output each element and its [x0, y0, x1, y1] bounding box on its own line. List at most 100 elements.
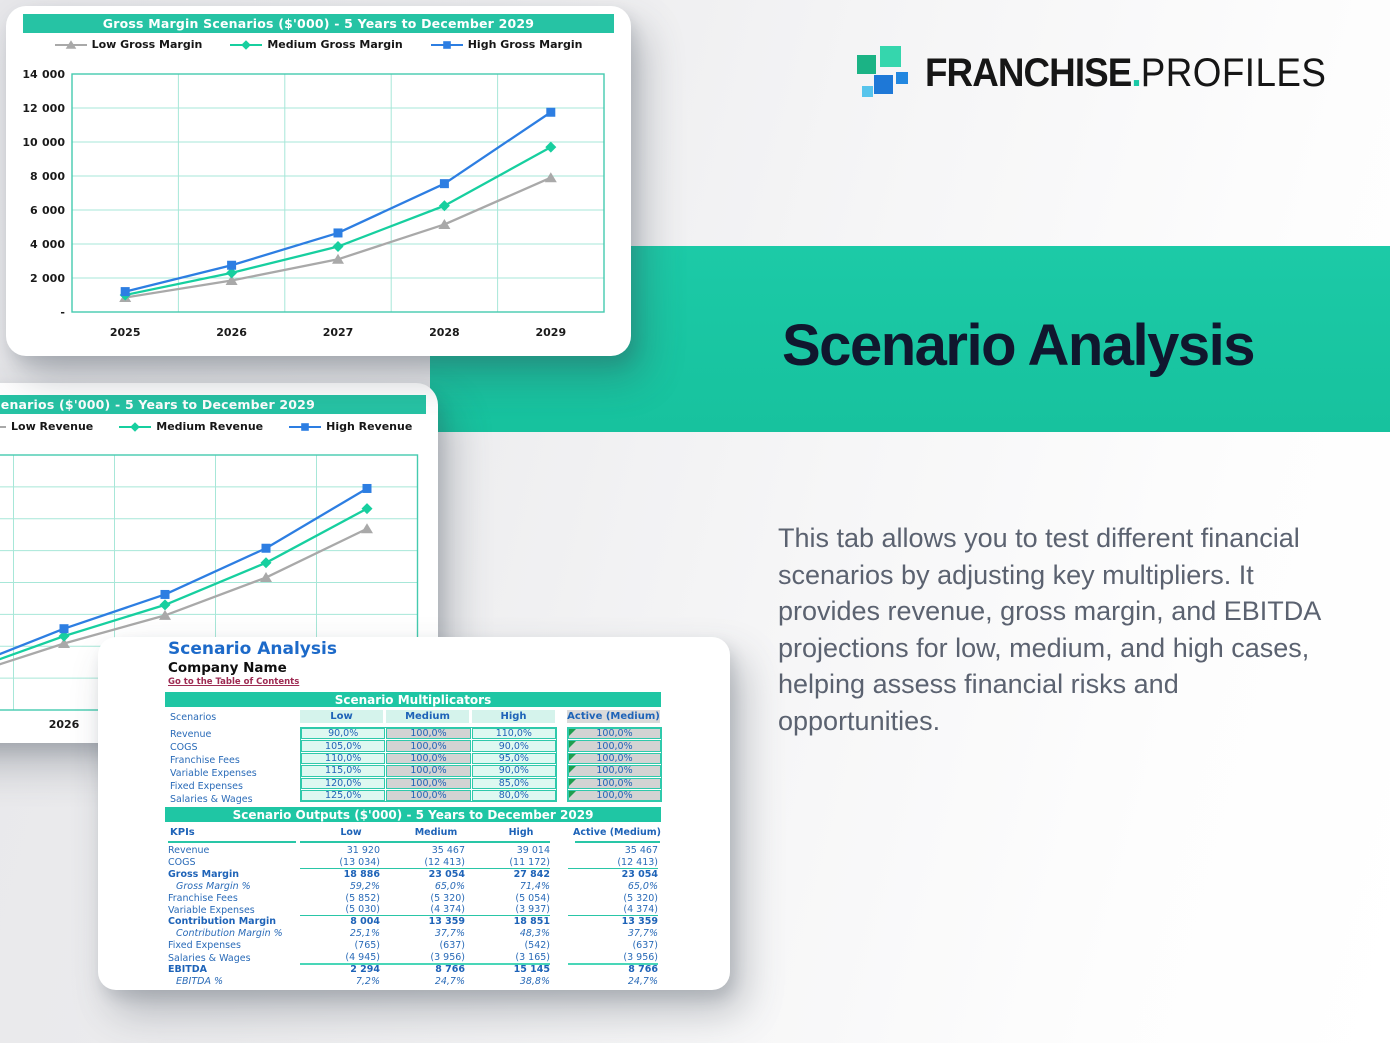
outputs-col-header: Low	[340, 827, 362, 838]
outputs-row: Revenue 31 920 35 467 39 014 35 467	[168, 845, 660, 857]
outputs-row: Gross Margin 18 886 23 054 27 842 23 054	[168, 869, 660, 881]
green-corner-icon	[569, 753, 576, 761]
toc-link[interactable]: Go to the Table of Contents	[168, 677, 300, 687]
active-cell[interactable]: 100,0%	[568, 740, 661, 752]
mult-cell-high[interactable]: 90,0%	[471, 740, 556, 752]
kpi-label: Contribution Margin	[168, 916, 277, 928]
multiplicators-table: Scenarios Low Medium High Active (Medium) Rev…	[98, 637, 730, 990]
mult-cell-medium[interactable]: 100,0%	[386, 740, 471, 752]
kpi-medium: 8 766	[435, 963, 465, 975]
column-gap	[550, 963, 568, 975]
mult-cell-medium[interactable]: 100,0%	[386, 728, 471, 740]
kpi-low: 18 886	[343, 869, 380, 881]
svg-text:2025: 2025	[110, 326, 141, 339]
outputs-col-header: High	[508, 827, 534, 838]
legend-triangle-marker-icon	[54, 39, 87, 49]
mult-row-label: Revenue	[170, 729, 212, 740]
outputs-row-header: KPIs	[170, 827, 195, 838]
legend-item: Low Revenue	[0, 420, 93, 433]
kpi-label: Revenue	[168, 845, 210, 857]
active-cell[interactable]: 100,0%	[568, 752, 661, 765]
kpi-label: EBITDA %	[176, 975, 223, 987]
outputs-col-header: Medium	[414, 827, 458, 838]
kpi-active: 23 054	[621, 869, 658, 881]
gross-margin-chart: - 2 000 4 000 6 000 8 000 10 000 12 000 14 000 2…	[22, 68, 605, 339]
gross-margin-chart-legend: Low Gross Margin Medium Gross Margin High …	[6, 38, 631, 51]
logo-square	[896, 72, 908, 84]
column-gap	[550, 904, 568, 916]
kpi-low: (13 034)	[300, 857, 380, 869]
mult-cell-low[interactable]: 120,0%	[301, 777, 386, 789]
kpi-medium: (5 320)	[430, 892, 465, 904]
kpi-active: 37,7%	[627, 928, 658, 940]
outputs-active-header: Active (Medium)	[572, 827, 662, 838]
mult-cell-low[interactable]: 105,0%	[301, 740, 386, 752]
kpi-label: Gross Margin	[168, 869, 239, 881]
kpi-low: 2 294	[350, 963, 380, 975]
mult-cell-medium[interactable]: 100,0%	[386, 789, 471, 802]
legend-label: Low Revenue	[11, 420, 94, 433]
mult-cell-low[interactable]: 90,0%	[301, 728, 386, 740]
mult-cell-high[interactable]: 85,0%	[471, 777, 556, 789]
kpi-active: 35 467	[624, 845, 658, 857]
legend-diamond-marker-icon	[230, 39, 263, 50]
kpi-active: (637)	[632, 940, 658, 952]
mult-cell-high[interactable]: 90,0%	[471, 765, 556, 777]
kpi-high: 38,8%	[519, 975, 550, 987]
kpi-label: EBITDA	[168, 963, 207, 975]
mult-col-header: Medium	[386, 710, 469, 723]
green-corner-icon	[569, 729, 576, 736]
svg-text:-: -	[60, 306, 65, 319]
legend-item: Medium Revenue	[119, 420, 263, 433]
header-rule	[168, 841, 296, 843]
kpi-high: (3 165)	[465, 952, 550, 965]
active-cell[interactable]: 100,0%	[568, 789, 661, 802]
outputs-row: COGS (13 034) (12 413) (11 172) (12 413)	[168, 857, 660, 869]
mult-cell-medium[interactable]: 100,0%	[386, 765, 471, 777]
outputs-row: Fixed Expenses (765) (637) (542) (637)	[168, 940, 660, 952]
kpi-medium: 23 054	[428, 869, 465, 881]
mult-cell-low[interactable]: 110,0%	[301, 752, 386, 765]
mult-col-header: Low	[300, 710, 383, 723]
spreadsheet-card: Scenario Analysis Company Name Go to the…	[98, 637, 730, 990]
kpi-high: 15 145	[513, 963, 550, 975]
mult-cell-high[interactable]: 110,0%	[471, 728, 556, 740]
green-corner-icon	[569, 766, 576, 774]
mult-row-label: Franchise Fees	[170, 754, 240, 766]
active-cell[interactable]: 100,0%	[568, 777, 661, 789]
mult-cell-high[interactable]: 80,0%	[471, 789, 556, 802]
brand-logo: FRANCHISE.PROFILES	[855, 44, 1361, 102]
kpi-active: (5 320)	[623, 892, 658, 904]
outputs-row: Gross Margin % 59,2% 65,0% 71,4% 65,0%	[168, 881, 660, 893]
mult-cell-medium[interactable]: 100,0%	[386, 752, 471, 765]
svg-text:2027: 2027	[323, 326, 354, 339]
outputs-row: Contribution Margin 8 004 13 359 18 851 13 3…	[168, 916, 660, 928]
mult-row-label: Salaries & Wages	[170, 793, 253, 805]
logo-dot: .	[1131, 50, 1141, 95]
outputs-row: Franchise Fees (5 852) (5 320) (5 054) (5 32…	[168, 892, 660, 904]
outputs-row: Salaries & Wages (4 945) (3 956) (3 165) (3 …	[168, 952, 660, 965]
kpi-active: 65,0%	[627, 880, 658, 892]
kpi-medium: 24,7%	[434, 975, 465, 987]
kpi-high: 71,4%	[519, 880, 550, 892]
outputs-row: EBITDA % 7,2% 24,7% 38,8% 24,7%	[168, 975, 660, 987]
active-cell[interactable]: 100,0%	[568, 765, 661, 777]
mult-cell-low[interactable]: 115,0%	[301, 765, 386, 777]
kpi-medium: (637)	[439, 940, 465, 952]
svg-text:14 000: 14 000	[22, 68, 65, 81]
outputs-row: EBITDA 2 294 8 766 15 145 8 766	[168, 963, 660, 975]
mult-cell-high[interactable]: 95,0%	[471, 752, 556, 765]
legend-label: Medium Revenue	[156, 420, 264, 433]
column-gap	[550, 975, 568, 987]
mult-cell-low[interactable]: 125,0%	[301, 789, 386, 802]
kpi-medium: 65,0%	[434, 880, 465, 892]
legend-item: High Gross Margin	[430, 38, 582, 51]
sheet-title: Scenario Analysis	[168, 639, 337, 659]
svg-text:2029: 2029	[535, 326, 566, 339]
kpi-high: (5 054)	[515, 892, 550, 904]
column-gap	[550, 869, 568, 881]
active-cell[interactable]: 100,0%	[568, 728, 661, 740]
logo-mark-icon	[855, 44, 911, 102]
mult-cell-medium[interactable]: 100,0%	[386, 777, 471, 789]
